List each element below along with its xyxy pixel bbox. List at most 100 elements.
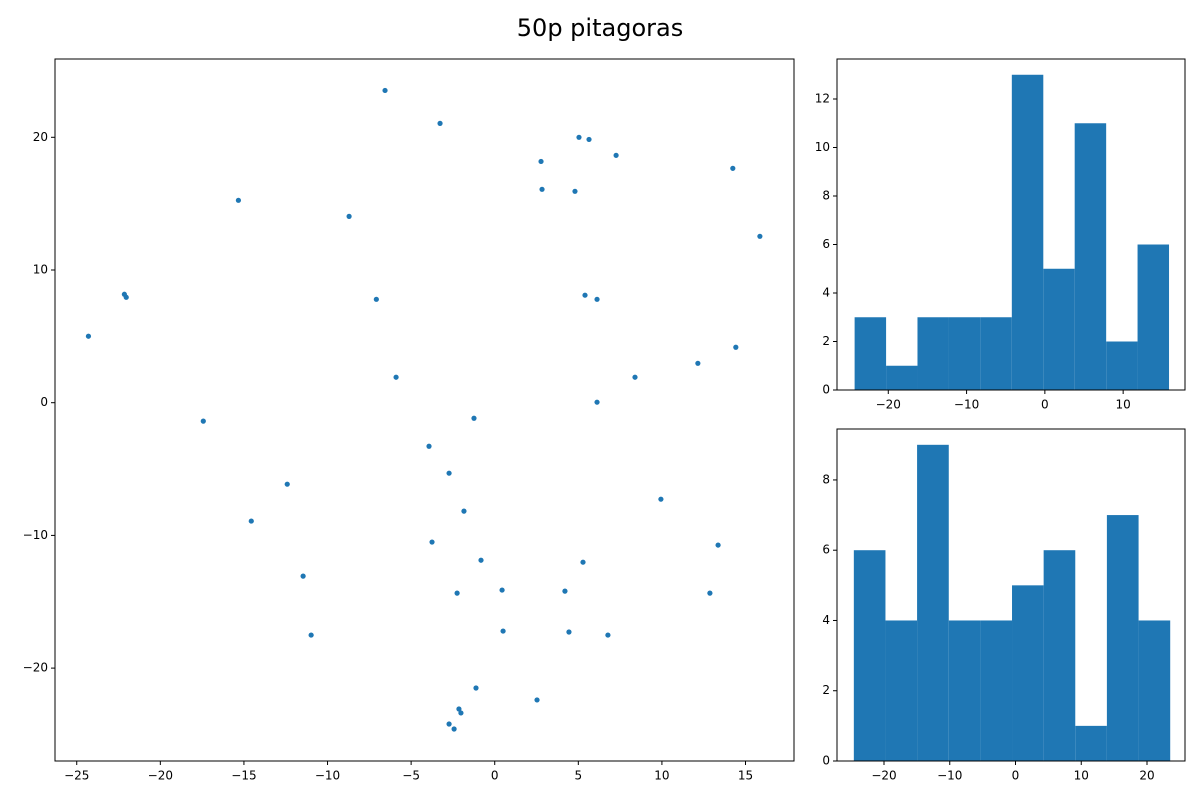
scatter-point: [446, 470, 452, 476]
scatter-point: [461, 508, 467, 514]
scatter-point: [393, 374, 399, 380]
scatter-point: [534, 697, 540, 703]
scatter-point: [715, 542, 721, 548]
y-tick-label: 10: [815, 140, 830, 154]
y-tick-label: 8: [822, 472, 830, 486]
x-tick-label: −20: [871, 769, 896, 783]
scatter-point: [429, 539, 435, 545]
scatter-point: [346, 213, 352, 219]
y-tick-label: 2: [822, 334, 830, 348]
scatter-point: [566, 629, 572, 635]
scatter-point: [451, 726, 457, 732]
scatter-point: [658, 496, 664, 502]
scatter-point: [613, 152, 619, 158]
scatter-point: [538, 158, 544, 165]
scatter-point: [576, 134, 582, 140]
x-tick-label: −25: [64, 769, 89, 783]
y-tick-label: −20: [23, 661, 48, 675]
y-tick-label: 0: [822, 754, 830, 768]
x-tick-label: 5: [574, 769, 582, 783]
scatter-point: [373, 296, 379, 302]
scatter-point: [478, 557, 484, 563]
scatter-point: [437, 120, 443, 126]
x-tick-label: −20: [876, 398, 901, 412]
scatter-point: [757, 233, 763, 239]
scatter-point: [85, 333, 92, 339]
scatter-point: [426, 443, 432, 449]
histogram-bar: [1137, 244, 1170, 390]
scatter-point: [562, 588, 568, 594]
x-tick-label: −10: [954, 398, 979, 412]
histogram-bar: [1075, 725, 1107, 761]
scatter-point: [594, 296, 600, 302]
y-tick-label: 12: [815, 92, 830, 106]
histogram-bar: [980, 317, 1012, 390]
histogram-bar: [1012, 585, 1044, 761]
scatter-point: [300, 573, 306, 579]
scatter-point: [730, 165, 736, 171]
axes-frame: [54, 58, 795, 762]
y-tick-label: 0: [822, 383, 830, 397]
scatter-point: [382, 87, 388, 94]
histogram-bar: [1011, 74, 1044, 390]
histogram-bar: [917, 317, 949, 390]
y-tick-label: 0: [40, 395, 48, 409]
histogram-bar: [1106, 341, 1138, 390]
x-tick-label: 10: [654, 769, 669, 783]
histogram-bar: [854, 317, 887, 390]
x-tick-label: 0: [491, 769, 499, 783]
scatter-point: [707, 590, 713, 596]
scatter-point: [446, 721, 452, 727]
scatter-point: [539, 186, 545, 192]
y-tick-label: 20: [33, 130, 48, 144]
x-tick-label: −15: [231, 769, 256, 783]
x-tick-label: 20: [1139, 769, 1154, 783]
x-tick-label: 15: [738, 769, 753, 783]
histogram-bar: [885, 620, 918, 761]
figure-title: 50p pitagoras: [517, 14, 683, 42]
scatter-point: [586, 136, 592, 143]
scatter-point: [632, 374, 638, 380]
scatter-point: [695, 360, 701, 366]
scatter-point: [594, 399, 600, 405]
y-tick-label: 10: [33, 262, 48, 276]
scatter-point: [580, 559, 586, 565]
histogram-bar: [886, 365, 918, 390]
histogram-bar: [917, 444, 949, 761]
histogram-bar: [1074, 123, 1107, 390]
x-tick-label: −5: [402, 769, 420, 783]
histogram-bar: [1043, 268, 1075, 390]
scatter-point: [499, 587, 505, 593]
y-tick-label: −10: [23, 528, 48, 542]
x-tick-label: −20: [148, 769, 173, 783]
scatter-point: [605, 632, 611, 638]
scatter-point: [733, 344, 739, 350]
scatter-point: [471, 415, 477, 421]
y-tick-label: 2: [822, 683, 830, 697]
x-tick-label: −10: [937, 769, 962, 783]
scatter-point: [235, 197, 242, 203]
scatter-point: [473, 685, 479, 691]
scatter-point: [248, 518, 254, 524]
y-tick-label: 4: [822, 286, 830, 300]
y-tick-label: 6: [822, 543, 830, 557]
scatter-point: [284, 481, 290, 487]
histogram-bar: [948, 620, 981, 761]
x-tick-label: 10: [1074, 769, 1089, 783]
y-tick-label: 8: [822, 189, 830, 203]
scatter-point: [454, 590, 460, 596]
histogram-bar: [1138, 620, 1171, 761]
scatter-point: [200, 418, 206, 424]
scatter-point: [458, 710, 464, 716]
x-tick-label: 10: [1116, 398, 1131, 412]
scatter-point: [456, 706, 462, 712]
histogram-bar: [853, 550, 886, 761]
y-tick-label: 4: [822, 613, 830, 627]
y-tick-label: 6: [822, 237, 830, 251]
axes-frame: [836, 428, 1186, 762]
x-tick-label: 0: [1012, 769, 1020, 783]
scatter-point: [572, 188, 578, 194]
histogram-bar: [1043, 550, 1076, 761]
histogram-bar: [948, 317, 981, 390]
